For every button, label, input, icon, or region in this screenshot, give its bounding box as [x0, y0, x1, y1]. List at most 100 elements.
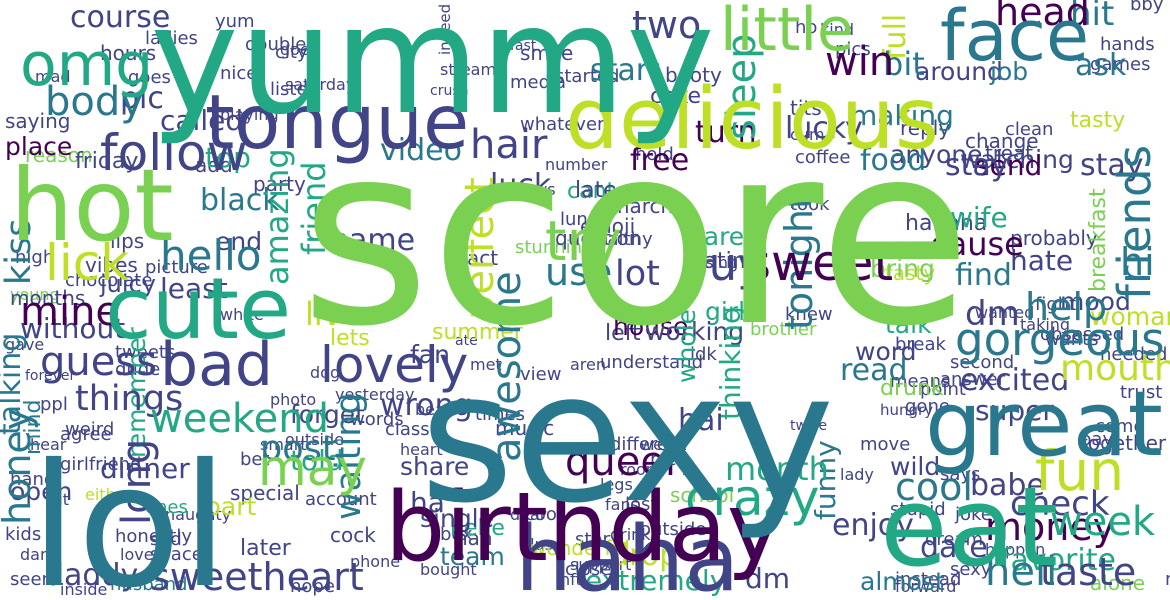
- word-space: space: [150, 544, 203, 565]
- word-knew: knew: [785, 304, 833, 325]
- word-kind: kind: [820, 20, 854, 39]
- word-great: great: [925, 372, 1163, 477]
- word-full: full: [878, 14, 913, 60]
- word-buy: buy: [680, 238, 764, 291]
- word-face: face: [940, 0, 1089, 77]
- word-clean: clean: [1005, 119, 1053, 140]
- word-dark: dark: [20, 545, 57, 564]
- word-high: high: [15, 247, 54, 268]
- word-using: using: [695, 253, 738, 272]
- word-honey: honey: [0, 408, 39, 525]
- word-later: later: [240, 536, 292, 561]
- word-lets: lets: [330, 326, 370, 351]
- word-job: job: [989, 57, 1028, 86]
- word-city: city: [275, 42, 308, 63]
- word-omg: omg: [20, 30, 153, 100]
- word-remember: remember: [122, 327, 151, 458]
- word-bought: bought: [420, 560, 477, 579]
- word-yesterday: yesterday: [335, 385, 415, 404]
- word-gorgeous: gorgeous: [955, 313, 1165, 366]
- word-words: words: [350, 409, 404, 430]
- word-started: started: [555, 66, 619, 87]
- word-emoji: emoji: [580, 214, 635, 238]
- word-brother: brother: [750, 319, 817, 340]
- word-read: read: [840, 353, 908, 388]
- word-help: help: [1025, 285, 1107, 329]
- word-view: view: [520, 364, 561, 385]
- word-lol: lol: [30, 428, 228, 600]
- word-hot: hot: [10, 147, 174, 264]
- word-thinking: thinking: [714, 306, 747, 420]
- word-hands: hands: [1100, 34, 1155, 55]
- word-stream: stream: [440, 60, 496, 79]
- word-part: part: [205, 492, 256, 521]
- word-use: use: [545, 250, 612, 294]
- word-hell: hell: [985, 549, 1057, 595]
- word-media: media: [510, 72, 566, 93]
- word-picture: picture: [145, 257, 208, 278]
- word-fan: fan: [410, 340, 450, 369]
- word-whole: whole: [672, 309, 701, 383]
- word-free: free: [630, 143, 689, 178]
- word-agree: agree: [60, 424, 112, 445]
- word-fans: fans: [605, 495, 639, 514]
- word-ladies: ladies: [145, 28, 198, 49]
- word-house: house: [613, 312, 688, 341]
- word-summer: summer: [432, 320, 524, 345]
- word-legs: legs: [600, 475, 633, 494]
- word-find: find: [955, 258, 1012, 293]
- word-sleep: sleep: [719, 33, 765, 140]
- word-point: point: [920, 379, 966, 400]
- word-date: date: [920, 530, 988, 565]
- word-turn: turn: [695, 115, 757, 150]
- word-probably: probably: [1010, 226, 1098, 250]
- word-anyone: anyone: [890, 140, 982, 169]
- word-hello: hello: [160, 231, 262, 280]
- word-without: without: [20, 312, 125, 345]
- word-hair: hair: [470, 122, 548, 168]
- word-pick: pick: [650, 449, 687, 470]
- word-try: try: [545, 209, 622, 273]
- word-hehe: hehe: [450, 516, 505, 541]
- word-amazing: amazing: [258, 148, 296, 285]
- word-pics: pics: [835, 39, 871, 60]
- word-head: head: [995, 0, 1090, 34]
- word-check: check: [1010, 484, 1110, 524]
- word-vibes: vibes: [85, 253, 138, 277]
- word-pay: pay: [1080, 429, 1113, 450]
- word-march: march: [610, 194, 673, 218]
- word-care: care: [690, 222, 744, 251]
- word-ha: ha: [410, 486, 445, 519]
- word-may: may: [258, 439, 367, 497]
- word-favorite: favorite: [1000, 543, 1116, 578]
- word-goes: goes: [280, 40, 318, 59]
- word-dream: dream: [925, 529, 983, 550]
- word-win: win: [825, 39, 894, 85]
- word-mood: mood: [1060, 287, 1131, 316]
- word-nah: nah: [455, 526, 493, 550]
- word-healthy: healthy: [585, 229, 653, 250]
- word-enjoy: enjoy: [832, 508, 914, 543]
- word-cool: cool: [895, 465, 973, 509]
- word-dm: dm: [965, 294, 1020, 334]
- word-cake: cake: [650, 84, 701, 109]
- word-indeed: indeed: [436, 4, 454, 55]
- word-months: months: [10, 286, 85, 310]
- word-weird: weird: [65, 419, 114, 440]
- word-haha: haha: [515, 507, 739, 600]
- word-kids: kids: [5, 524, 41, 545]
- word-pic: pic: [120, 81, 164, 116]
- word-means: means: [890, 371, 950, 392]
- word-tonight: tonight: [777, 194, 821, 330]
- word-taking: taking: [1020, 315, 1070, 334]
- word-account: account: [305, 489, 377, 510]
- word-cause: cause: [930, 225, 1024, 263]
- word-sweet: sweet: [745, 234, 893, 292]
- word-yummy: yummy: [150, 0, 715, 148]
- word-taste: taste: [1040, 550, 1136, 594]
- word-queen: queen: [565, 439, 690, 485]
- word-hours: hours: [100, 41, 156, 65]
- word-place: place: [5, 132, 72, 161]
- word-games: games: [1090, 54, 1150, 75]
- word-hear: hear: [30, 435, 67, 454]
